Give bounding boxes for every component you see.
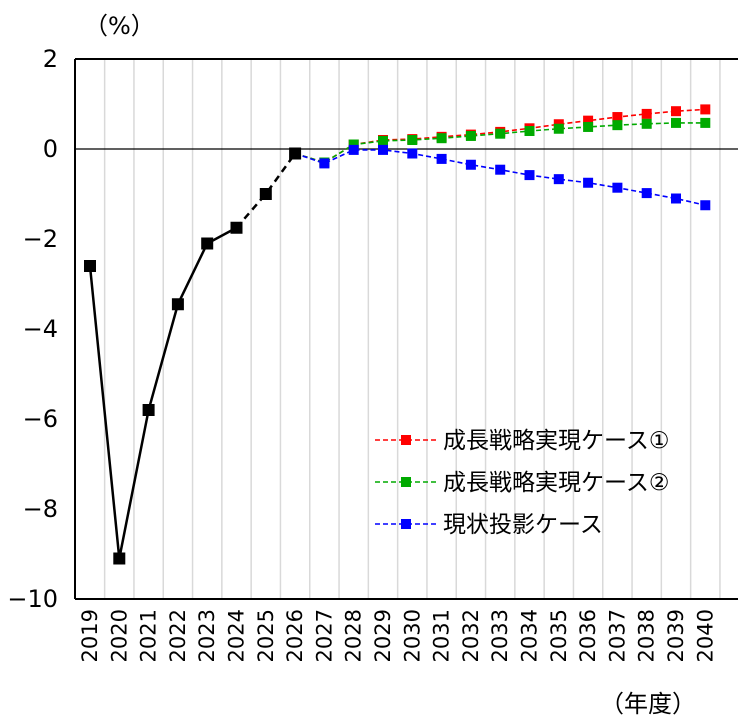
x-unit-label: （年度） [600, 690, 696, 718]
x-tick-label: 2019 [78, 609, 102, 662]
series-point-3 [407, 148, 418, 159]
x-tick-label: 2040 [693, 609, 717, 662]
series-point-2 [348, 139, 359, 150]
x-tick-label: 2034 [518, 609, 542, 662]
y-tick-label: −8 [23, 495, 58, 523]
series-point-2 [378, 135, 388, 146]
x-tick-label: 2029 [371, 609, 395, 662]
y-tick-label: −6 [23, 405, 58, 433]
x-tick-label: 2031 [430, 609, 454, 662]
series-point-1 [671, 106, 681, 117]
x-tick-label: 2039 [664, 609, 688, 662]
actual-point [171, 298, 184, 311]
actual-line-dashed [235, 152, 297, 229]
x-tick-label: 2023 [195, 609, 219, 662]
series-point-3 [319, 158, 330, 169]
series-point-2 [407, 135, 418, 145]
x-tick-label: 2024 [225, 609, 249, 662]
x-tick-label: 2032 [459, 609, 483, 662]
series-point-3 [671, 193, 681, 204]
x-tick-labels: 2019 2020 2021 2022 2023 2024 2025 2026 2027 2028… [78, 609, 717, 662]
y-tick-label: 2 [43, 45, 58, 73]
x-tick-label: 2035 [547, 609, 571, 662]
legend-marker [401, 519, 411, 529]
legend-label: 成長戦略実現ケース② [443, 470, 669, 496]
series-point-2 [553, 123, 564, 134]
actual-point [259, 188, 272, 200]
series-point-3 [465, 159, 476, 170]
series-point-1 [612, 112, 623, 123]
actual-point [84, 260, 96, 272]
y-tick-labels: 2 0 −2 −4 −6 −8 −10 [7, 45, 58, 613]
series-point-3 [524, 170, 535, 181]
x-tick-label: 2030 [400, 609, 424, 662]
y-tick-label: 0 [43, 135, 58, 163]
y-tick-label: −4 [23, 315, 58, 343]
series-point-3 [612, 182, 623, 193]
x-tick-label: 2026 [283, 609, 307, 662]
actual-point [142, 404, 155, 416]
x-tick-label: 2021 [137, 609, 161, 662]
series-point-3 [378, 144, 388, 155]
series-point-3 [495, 164, 506, 175]
legend-label: 成長戦略実現ケース① [443, 428, 669, 454]
series-point-2 [495, 128, 506, 139]
actual-point [230, 221, 243, 234]
series-point-2 [641, 118, 652, 129]
x-tick-label: 2033 [488, 609, 512, 662]
series-point-2 [465, 130, 476, 141]
series-point-1 [641, 108, 652, 119]
x-tick-label: 2027 [312, 609, 336, 662]
actual-point [113, 552, 126, 565]
x-tick-label: 2037 [605, 609, 629, 662]
y-tick-label: −10 [7, 585, 58, 613]
series-point-3 [553, 174, 564, 185]
series-point-2 [583, 121, 594, 132]
x-tick-label: 2028 [342, 609, 366, 662]
y-tick-label: −2 [23, 225, 58, 253]
actual-point [289, 147, 302, 160]
actual-point [201, 237, 214, 250]
series-point-3 [348, 144, 359, 155]
series-point-2 [524, 126, 535, 136]
legend: 成長戦略実現ケース① 成長戦略実現ケース② 現状投影ケース [375, 428, 669, 538]
legend-marker [401, 435, 411, 445]
series-point-2 [700, 117, 711, 128]
x-tick-label: 2038 [635, 609, 659, 662]
x-tick-label: 2036 [576, 609, 600, 662]
axes [74, 58, 738, 600]
series-point-2 [671, 117, 681, 128]
y-unit-label: （%） [84, 12, 155, 40]
series-point-2 [436, 133, 447, 144]
series-point-3 [700, 200, 711, 211]
legend-label: 現状投影ケース [443, 512, 603, 538]
series-points [84, 104, 711, 565]
series-point-3 [641, 188, 652, 199]
series-point-2 [612, 120, 623, 131]
series-point-1 [583, 115, 594, 126]
legend-marker [401, 477, 411, 487]
x-tick-label: 2022 [166, 609, 190, 662]
x-tick-label: 2025 [254, 609, 278, 662]
series-point-3 [583, 177, 594, 188]
series-point-1 [700, 104, 711, 115]
series-point-3 [436, 153, 447, 164]
x-tick-label: 2020 [107, 609, 131, 662]
